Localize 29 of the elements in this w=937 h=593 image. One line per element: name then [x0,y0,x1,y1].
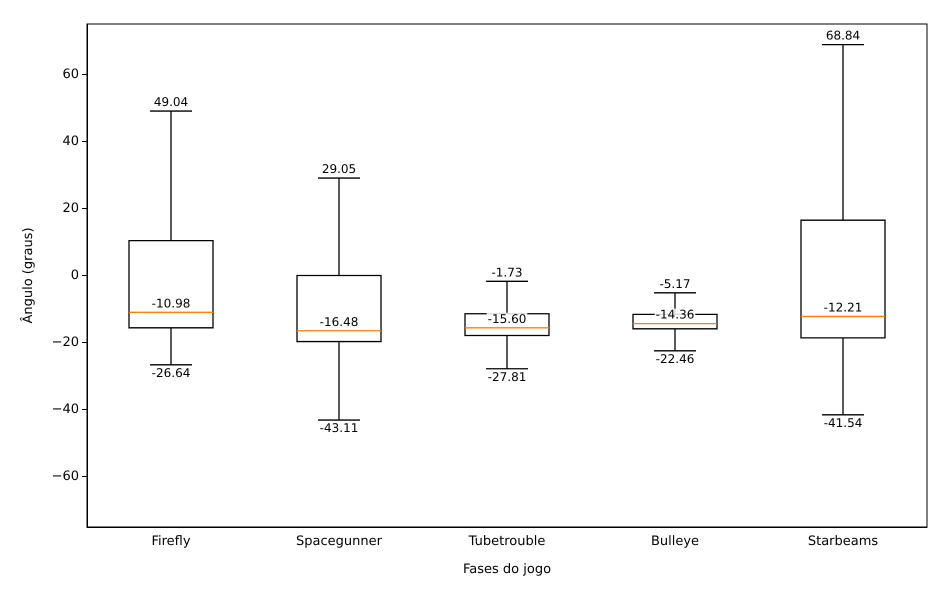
y-tick-label: −60 [52,469,79,484]
annotation: -41.54 [824,416,862,430]
annotation: -27.81 [488,370,526,384]
annotation: 68.84 [826,28,860,43]
y-tick-label: 0 [70,268,79,283]
x-tick-label: Tubetrouble [468,534,546,549]
annotation: -5.17 [659,276,691,291]
annotation: -14.36 [656,308,694,322]
annotation: -12.21 [824,300,862,314]
y-tick-label: 40 [62,134,79,149]
annotation: -10.98 [152,296,190,310]
y-tick-label: −40 [52,402,79,418]
annotation: -22.46 [656,352,694,366]
y-tick-label: 20 [62,200,79,216]
y-axis-title: Ângulo (graus) [19,227,36,324]
x-tick-label: Spacegunner [296,534,383,549]
annotation: -1.73 [491,265,523,280]
annotation: -43.11 [320,421,358,436]
y-tick-label: −20 [52,335,79,350]
x-tick-label: Firefly [151,534,191,549]
x-tick-label: Starbeams [808,534,878,549]
y-tick-label: 60 [62,66,79,82]
annotation: -26.64 [152,366,190,380]
annotation: 29.05 [322,162,356,176]
annotation: 49.04 [154,95,188,110]
x-axis-title: Fases do jogo [462,562,552,577]
annotation: -16.48 [320,314,358,329]
x-tick-label: Bulleye [650,534,700,549]
annotation: -15.60 [488,312,526,326]
